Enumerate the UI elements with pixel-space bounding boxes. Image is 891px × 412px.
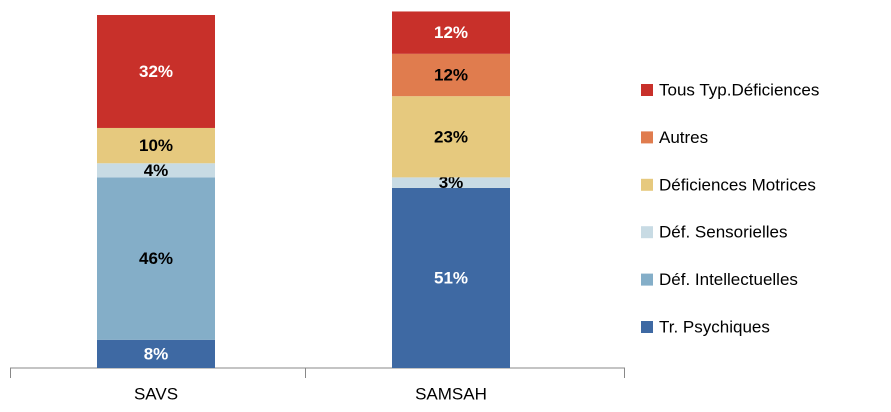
legend-label: Déf. Intellectuelles: [659, 270, 798, 289]
data-label: 46%: [139, 249, 173, 268]
data-label: 32%: [139, 62, 173, 81]
legend-swatch: [641, 84, 653, 96]
data-label: 3%: [439, 173, 464, 192]
data-label: 10%: [139, 136, 173, 155]
bar-segment: [97, 127, 215, 164]
legend-label: Déf. Sensorielles: [659, 223, 788, 242]
legend-swatch: [641, 321, 653, 333]
data-label: 23%: [434, 127, 468, 146]
bar-segment: [392, 53, 510, 97]
legend-label: Tous Typ.Déficiences: [659, 80, 819, 99]
legend-label: Déficiences Motrices: [659, 175, 816, 194]
bar-segment: [97, 177, 215, 340]
x-tick-label: SAVS: [134, 384, 178, 403]
data-label: 4%: [144, 161, 169, 180]
bar-segment: [392, 11, 510, 54]
bar-segment: [392, 187, 510, 368]
bar-segment: [97, 163, 215, 178]
legend-label: Autres: [659, 128, 708, 147]
bar-segment: [97, 339, 215, 368]
x-tick-label: SAMSAH: [415, 384, 487, 403]
legend-swatch: [641, 226, 653, 239]
bar-segment: [97, 15, 215, 128]
legend-swatch: [641, 273, 653, 286]
bar-segment: [392, 96, 510, 178]
data-label: 12%: [434, 65, 468, 84]
data-label: 12%: [434, 23, 468, 42]
data-label: 51%: [434, 268, 468, 287]
legend-swatch: [641, 131, 653, 144]
bar-segment: [392, 177, 510, 188]
legend-swatch: [641, 178, 653, 191]
data-label: 8%: [144, 344, 169, 363]
legend-label: Tr. Psychiques: [659, 317, 770, 336]
